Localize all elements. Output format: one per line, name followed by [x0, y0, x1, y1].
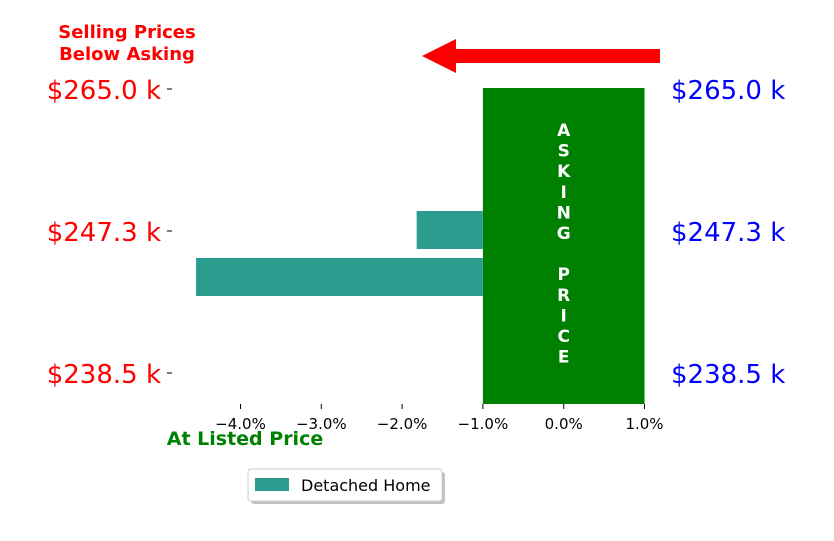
- legend: Detached Home: [247, 468, 445, 504]
- band-label-letter: P: [557, 265, 569, 285]
- annotation-top-line-1: Selling Prices: [58, 22, 195, 43]
- band-label-letter: K: [557, 162, 571, 182]
- x-tick-label: −4.0%: [215, 415, 266, 433]
- band-label-letter: R: [557, 286, 570, 306]
- band-label-letter: S: [558, 142, 570, 162]
- annotation-bottom: At Listed Price: [167, 428, 323, 450]
- x-tick-label: 0.0%: [545, 415, 583, 433]
- x-axis: −4.0% −3.0% −2.0% −1.0% 0.0% 1.0%: [215, 404, 664, 433]
- annotation-top-line-2: Below Asking: [59, 44, 195, 65]
- bar: [196, 258, 483, 296]
- legend-swatch: [255, 478, 289, 491]
- band-label-letter: N: [557, 203, 571, 223]
- bar-layer: [196, 211, 483, 296]
- legend-entry: Detached Home: [301, 476, 431, 495]
- right-tick-label: $265.0 k: [671, 76, 785, 106]
- left-tick-label: $247.3 k: [47, 218, 161, 248]
- left-tick-labels: $265.0 k $247.3 k $238.5 k: [47, 76, 172, 390]
- band-label-letter: C: [557, 327, 569, 347]
- band-label-letter: I: [561, 306, 567, 326]
- asking-price-band: [482, 88, 645, 404]
- x-tick-label: −3.0%: [296, 415, 347, 433]
- bar: [416, 211, 483, 249]
- band-label-letter: G: [557, 224, 571, 244]
- left-tick-label: $238.5 k: [47, 360, 161, 390]
- band-label-letter: I: [561, 183, 567, 203]
- x-tick-label: 1.0%: [625, 415, 663, 433]
- right-tick-label: $247.3 k: [671, 218, 785, 248]
- right-tick-label: $238.5 k: [671, 360, 785, 390]
- x-tick-label: −1.0%: [458, 415, 509, 433]
- band-label-letter: E: [558, 348, 570, 368]
- x-tick-label: −2.0%: [377, 415, 428, 433]
- left-tick-label: $265.0 k: [47, 76, 161, 106]
- band-label-letter: A: [557, 121, 571, 141]
- right-tick-labels: $265.0 k $247.3 k $238.5 k: [671, 76, 785, 390]
- left-arrow-icon: [422, 39, 660, 73]
